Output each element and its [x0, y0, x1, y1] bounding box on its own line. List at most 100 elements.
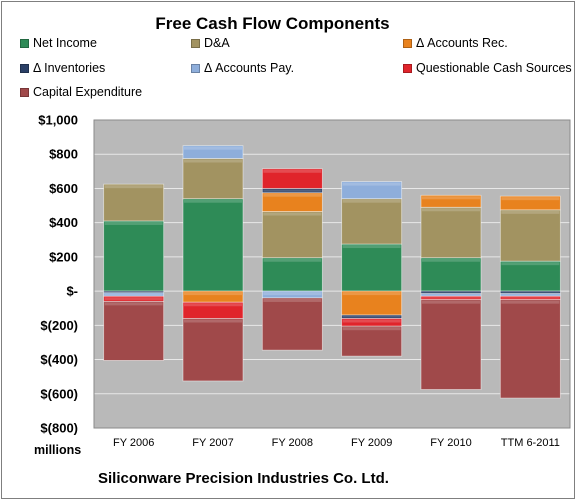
company-footer: Siliconware Precision Industries Co. Ltd…: [98, 470, 389, 487]
bar-highlight: [342, 316, 401, 318]
bar-capital-expenditure: [261, 297, 323, 351]
x-category-label: FY 2008: [272, 437, 313, 449]
y-tick-label: $(400): [40, 352, 78, 367]
bar-highlight: [501, 297, 560, 299]
legend-label: D&A: [204, 36, 230, 50]
bar-highlight: [263, 292, 322, 296]
bar-capital-expenditure: [341, 325, 403, 357]
legend-swatch: [403, 39, 412, 48]
bar-d-a: [261, 211, 323, 259]
legend-label: Questionable Cash Sources: [416, 61, 572, 75]
plot-area: [94, 120, 570, 428]
x-category-label: FY 2006: [113, 437, 154, 449]
bar-highlight: [342, 319, 401, 323]
legend-swatch: [20, 88, 29, 97]
bar-accounts-pay: [341, 181, 403, 200]
bar-capital-expenditure: [420, 299, 482, 390]
legend-label: Δ Accounts Pay.: [204, 61, 295, 75]
bar-highlight: [422, 294, 480, 296]
bar-accounts-rec: [420, 194, 482, 208]
y-tick-label: $1,000: [38, 113, 78, 128]
y-tick-label: $800: [49, 147, 78, 162]
bar-highlight: [184, 303, 242, 307]
legend-label: Δ Accounts Rec.: [416, 36, 508, 50]
bar-highlight: [263, 212, 322, 216]
legend-swatch: [20, 39, 29, 48]
bar-highlight: [422, 208, 480, 212]
bar-highlight: [342, 182, 401, 186]
bar-questionable-cash-sources: [261, 168, 323, 189]
legend-item-accounts-rec: Δ Accounts Rec.: [403, 36, 508, 50]
legend-label: Δ Inventories: [33, 61, 106, 75]
x-category-label: TTM 6-2011: [501, 437, 560, 449]
bar-highlight: [184, 319, 242, 323]
bar-highlight: [342, 245, 401, 249]
bar-net-income: [182, 198, 244, 292]
bar-highlight: [422, 196, 480, 200]
legend-swatch: [191, 39, 200, 48]
bar-highlight: [184, 159, 242, 163]
bar-d-a: [182, 158, 244, 200]
bar-highlight: [501, 262, 560, 266]
bar-highlight: [184, 292, 242, 296]
y-tick-label: $400: [49, 215, 78, 230]
bar-net-income: [103, 220, 165, 292]
legend-item-accounts-pay: Δ Accounts Pay.: [191, 61, 294, 75]
legend-swatch: [403, 64, 412, 73]
x-category-label: FY 2007: [192, 437, 233, 449]
bar-d-a: [420, 206, 482, 259]
units-label: millions: [34, 443, 82, 457]
legend-item-net-income: Net Income: [20, 36, 97, 50]
bar-highlight: [422, 297, 480, 299]
bar-highlight: [501, 197, 560, 201]
bar-highlight: [104, 221, 163, 225]
bar-highlight: [501, 210, 560, 214]
y-tick-label: $(600): [40, 386, 78, 401]
bar-highlight: [104, 293, 163, 296]
bar-highlight: [422, 292, 480, 293]
bar-highlight: [104, 185, 163, 189]
bar-highlight: [342, 292, 401, 296]
chart-legend: Net Income D&A Δ Accounts Rec. Δ Inventorie…: [20, 36, 572, 106]
y-tick-label: $600: [49, 181, 78, 196]
y-tick-label: $-: [66, 284, 78, 299]
y-tick-label: $200: [49, 249, 78, 264]
bar-highlight: [263, 298, 322, 302]
legend-swatch: [20, 64, 29, 73]
x-category-label: FY 2010: [430, 437, 471, 449]
legend-item-questionable-cash-sources: Questionable Cash Sources: [403, 61, 572, 75]
legend-label: Capital Expenditure: [33, 85, 143, 99]
bar-net-income: [499, 260, 561, 292]
bar-highlight: [342, 327, 401, 331]
bar-highlight: [184, 146, 242, 150]
bar-d-a: [103, 183, 165, 222]
bar-highlight: [422, 300, 480, 304]
legend-item-inventories: Δ Inventories: [20, 61, 105, 75]
bar-highlight: [422, 258, 480, 262]
y-tick-label: $(800): [40, 421, 78, 436]
bar-capital-expenditure: [182, 318, 244, 382]
bar-highlight: [263, 189, 322, 192]
plot-border: [93, 119, 571, 429]
legend-label: Net Income: [33, 36, 97, 50]
bar-capital-expenditure: [499, 299, 561, 399]
y-tick-label: $(200): [40, 318, 78, 333]
legend-swatch: [191, 64, 200, 73]
legend-item-capital-expenditure: Capital Expenditure: [20, 85, 142, 99]
bar-d-a: [341, 198, 403, 245]
bar-highlight: [263, 193, 322, 197]
bar-highlight: [342, 199, 401, 203]
bar-highlight: [501, 300, 560, 304]
legend-item-d-a: D&A: [191, 36, 230, 50]
bar-d-a: [499, 209, 561, 262]
bar-highlight: [501, 292, 560, 293]
bar-accounts-rec: [499, 195, 561, 211]
bar-net-income: [341, 243, 403, 292]
bar-highlight: [263, 169, 322, 173]
bar-capital-expenditure: [103, 300, 165, 361]
bar-highlight: [501, 294, 560, 296]
chart-title: Free Cash Flow Components: [155, 14, 390, 33]
bar-net-income: [420, 257, 482, 292]
bar-net-income: [261, 257, 323, 292]
